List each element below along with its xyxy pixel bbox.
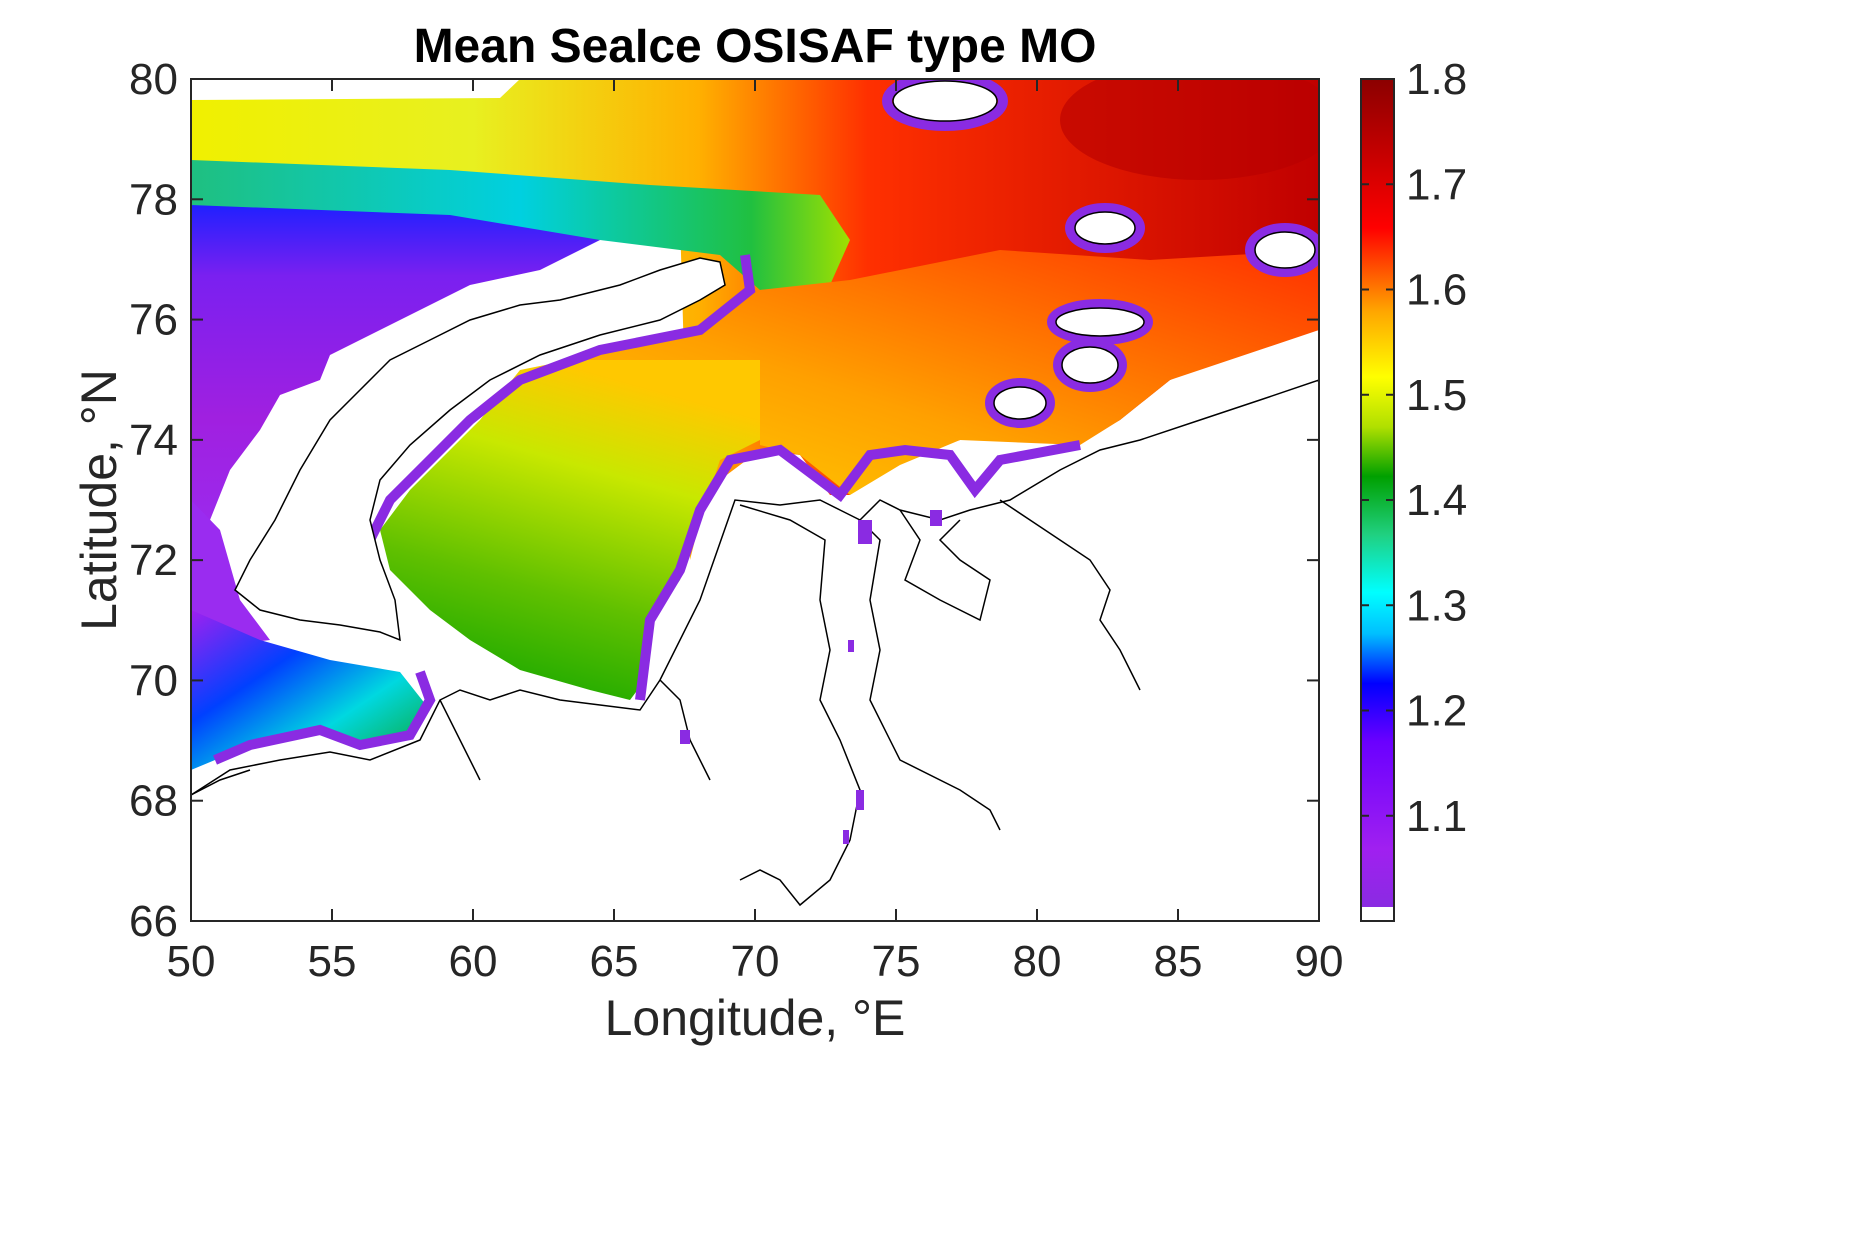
ice-region-west-edge — [191, 500, 270, 650]
x-tick-label: 65 — [590, 937, 639, 986]
x-axis: 50 55 60 65 70 75 80 85 90 — [167, 79, 1344, 986]
gulf-coastlines — [191, 499, 1141, 907]
colorbar-gradient — [1361, 79, 1394, 907]
colorbar-tick-label: 1.3 — [1406, 581, 1467, 630]
ice-region-west — [191, 205, 600, 560]
y-tick-label: 76 — [129, 296, 178, 345]
colorbar-tick-label: 1.5 — [1406, 371, 1467, 420]
plot-area — [191, 79, 1319, 921]
y-tick-label: 66 — [129, 897, 178, 946]
y-axis-label: Latitude, °N — [71, 369, 127, 631]
x-tick-label: 75 — [872, 937, 921, 986]
ice-region-pechora — [191, 610, 430, 770]
ice-edge-rims — [213, 79, 1319, 765]
x-tick-label: 55 — [308, 937, 357, 986]
colorbar-tick-label: 1.6 — [1406, 266, 1467, 315]
x-axis-label: Longitude, °E — [605, 990, 906, 1046]
y-axis: 66 68 70 72 74 76 78 80 — [129, 55, 1319, 946]
colorbar-tick-label: 1.7 — [1406, 160, 1467, 209]
x-tick-label: 60 — [449, 937, 498, 986]
y-tick-label: 72 — [129, 536, 178, 585]
x-tick-label: 50 — [167, 937, 216, 986]
novaya-zemlya — [234, 257, 726, 642]
mainland-coast — [191, 379, 1319, 921]
colorbar-ticks: 1.1 1.2 1.3 1.4 1.5 1.6 1.7 1.8 — [1361, 55, 1467, 841]
y-tick-label: 68 — [129, 777, 178, 826]
x-tick-label: 85 — [1154, 937, 1203, 986]
x-tick-label: 70 — [731, 937, 780, 986]
colorbar-tick-label: 1.4 — [1406, 476, 1467, 525]
colorbar-tick-label: 1.1 — [1406, 792, 1467, 841]
colorbar-nodata-swatch — [1361, 907, 1394, 921]
colorbar-tick-label: 1.8 — [1406, 55, 1467, 104]
y-tick-label: 80 — [129, 55, 178, 104]
x-tick-label: 90 — [1295, 937, 1344, 986]
y-tick-label: 70 — [129, 656, 178, 705]
ice-region-ne-dark — [1060, 79, 1319, 180]
y-tick-label: 74 — [129, 416, 178, 465]
islands — [892, 80, 1316, 420]
colorbar: 1.1 1.2 1.3 1.4 1.5 1.6 1.7 1.8 — [1360, 55, 1467, 922]
ice-region-band — [191, 160, 850, 290]
ice-scatter — [680, 510, 942, 844]
x-tick-label: 80 — [1013, 937, 1062, 986]
ice-region-kara-sw — [380, 345, 760, 700]
colorbar-tick-label: 1.2 — [1406, 687, 1467, 736]
chart-title: Mean SeaIce OSISAF type MO — [414, 20, 1097, 73]
y-tick-label: 78 — [129, 175, 178, 224]
